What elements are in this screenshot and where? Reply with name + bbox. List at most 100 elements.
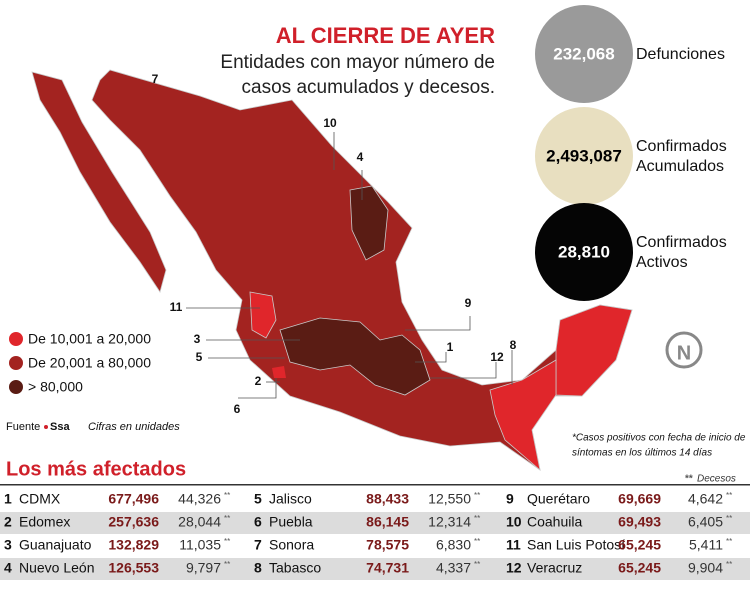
cases: 257,636 [108,514,159,530]
state: Veracruz [527,560,582,576]
source-dot [44,425,48,429]
rank: 10 [506,514,522,530]
deaths-marker: ** [726,514,732,523]
title: AL CIERRE DE AYER [276,23,495,48]
rank: 9 [506,491,514,507]
cases: 69,669 [618,491,661,507]
deaths-marker: ** [726,491,732,500]
deaths: 28,044 [178,514,221,530]
footnote: *Casos positivos con fecha de inicio de [572,433,746,444]
deaths-marker: ** [224,537,230,546]
stat-circle [535,107,633,205]
center [279,317,431,396]
cases: 74,731 [366,560,409,576]
deaths: 12,314 [428,514,471,530]
nuevo-leon [349,185,389,261]
rank: 12 [506,560,522,576]
deaths: 9,797 [186,560,221,576]
map-label: 1 [447,340,454,354]
deaths-marker: ** [224,560,230,569]
state: Guanajuato [19,537,92,553]
deaths: 12,550 [428,491,471,507]
rank: 11 [506,537,521,553]
subtitle: Entidades con mayor número de [220,52,495,73]
legend-swatch [9,332,23,346]
stat-label: Confirmados [636,234,727,251]
baja [31,71,167,293]
map-label: 2 [255,374,262,388]
state: Nuevo León [19,560,95,576]
rank: 5 [254,491,262,507]
state: Edomex [19,514,70,530]
map-label: 11 [170,300,183,314]
stat-label: Activos [636,254,688,271]
stat-label: Confirmados [636,138,727,155]
map-label: 7 [152,72,159,86]
map-label: 8 [510,338,517,352]
deaths: 4,337 [436,560,471,576]
deaths-marker: ** [726,560,732,569]
rank: 3 [4,537,12,553]
map [31,69,633,472]
map-label: 9 [465,296,472,310]
state: Tabasco [269,560,321,576]
deaths-marker: ** [474,560,480,569]
rank: 2 [4,514,12,530]
stat-label: Acumulados [636,158,724,175]
deaths: 6,405 [688,514,723,530]
rank: 8 [254,560,262,576]
row-band [0,512,750,534]
deaths-marker: ** [474,491,480,500]
deaths: 11,035 [179,537,221,553]
rank: 7 [254,537,262,553]
table-note: Decesos [697,474,736,485]
leaders [186,132,513,399]
deaths-marker: ** [224,491,230,500]
legend-swatch [9,356,23,370]
rank: 6 [254,514,262,530]
deaths-marker: ** [726,537,732,546]
cases: 65,245 [618,560,661,576]
state: San Luis Potosí [527,537,625,553]
rank: 1 [4,491,12,507]
deaths: 5,411 [689,537,723,553]
cases: 132,829 [108,537,159,553]
note-marker: ** [685,474,693,485]
state: Jalisco [269,491,312,507]
source-label: Fuente [6,421,40,433]
table-title: Los más afectados [6,458,186,480]
deaths-marker: ** [224,514,230,523]
state: CDMX [19,491,61,507]
state: Puebla [269,514,313,530]
source-note: Cifras en unidades [88,421,180,433]
state: Sonora [269,537,314,553]
state: Coahuila [527,514,582,530]
map-label: 12 [490,350,504,364]
cases: 126,553 [108,560,159,576]
legend-swatch [9,380,23,394]
stat-label: Defunciones [636,46,725,63]
cases: 65,245 [618,537,661,553]
stat-value: 2,493,087 [546,146,622,165]
cases: 86,145 [366,514,409,530]
deaths: 6,830 [436,537,471,553]
map-label: 5 [196,350,203,364]
map-label: 3 [194,332,201,346]
cases: 69,493 [618,514,661,530]
table-rule [0,484,750,486]
deaths-marker: ** [474,537,480,546]
yucatan [555,304,633,397]
logo-letter: N [677,342,691,364]
cases: 78,575 [366,537,409,553]
legend-label: De 10,001 a 20,000 [28,331,151,347]
stat-circle [535,5,633,103]
cases: 677,496 [108,491,159,507]
cases: 88,433 [366,491,409,507]
jalisco [249,291,277,339]
colima [272,366,286,378]
deaths: 44,326 [178,491,221,507]
subtitle: casos acumulados y decesos. [242,77,495,98]
deaths: 4,642 [688,491,723,507]
rank: 4 [4,560,12,576]
